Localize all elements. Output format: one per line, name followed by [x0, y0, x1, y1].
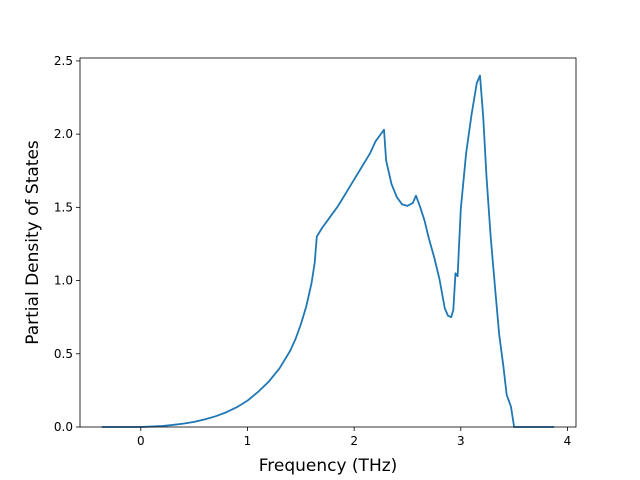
y-tick-label: 2.5	[54, 54, 73, 68]
axes-frame	[79, 57, 577, 428]
x-tick-label: 0	[137, 434, 145, 448]
x-tick-label: 3	[457, 434, 465, 448]
pdos-series-line-0	[101, 74, 555, 428]
axis-ticks: 0 1 2 3 4 0.0 0.5 1.0 1.5 2.0 2.5	[54, 54, 571, 448]
x-axis-label: Frequency (THz)	[259, 456, 398, 476]
y-tick-label: 0.5	[54, 347, 73, 361]
x-tick-label: 4	[564, 434, 572, 448]
x-tick-label: 1	[244, 434, 252, 448]
y-tick-label: 0.0	[54, 420, 73, 434]
y-axis-label: Partial Density of States	[23, 140, 43, 345]
y-tick-label: 1.5	[54, 200, 73, 214]
x-tick-label: 2	[350, 434, 358, 448]
plot-area	[101, 74, 555, 428]
y-tick-label: 2.0	[54, 127, 73, 141]
y-tick-label: 1.0	[54, 274, 73, 288]
